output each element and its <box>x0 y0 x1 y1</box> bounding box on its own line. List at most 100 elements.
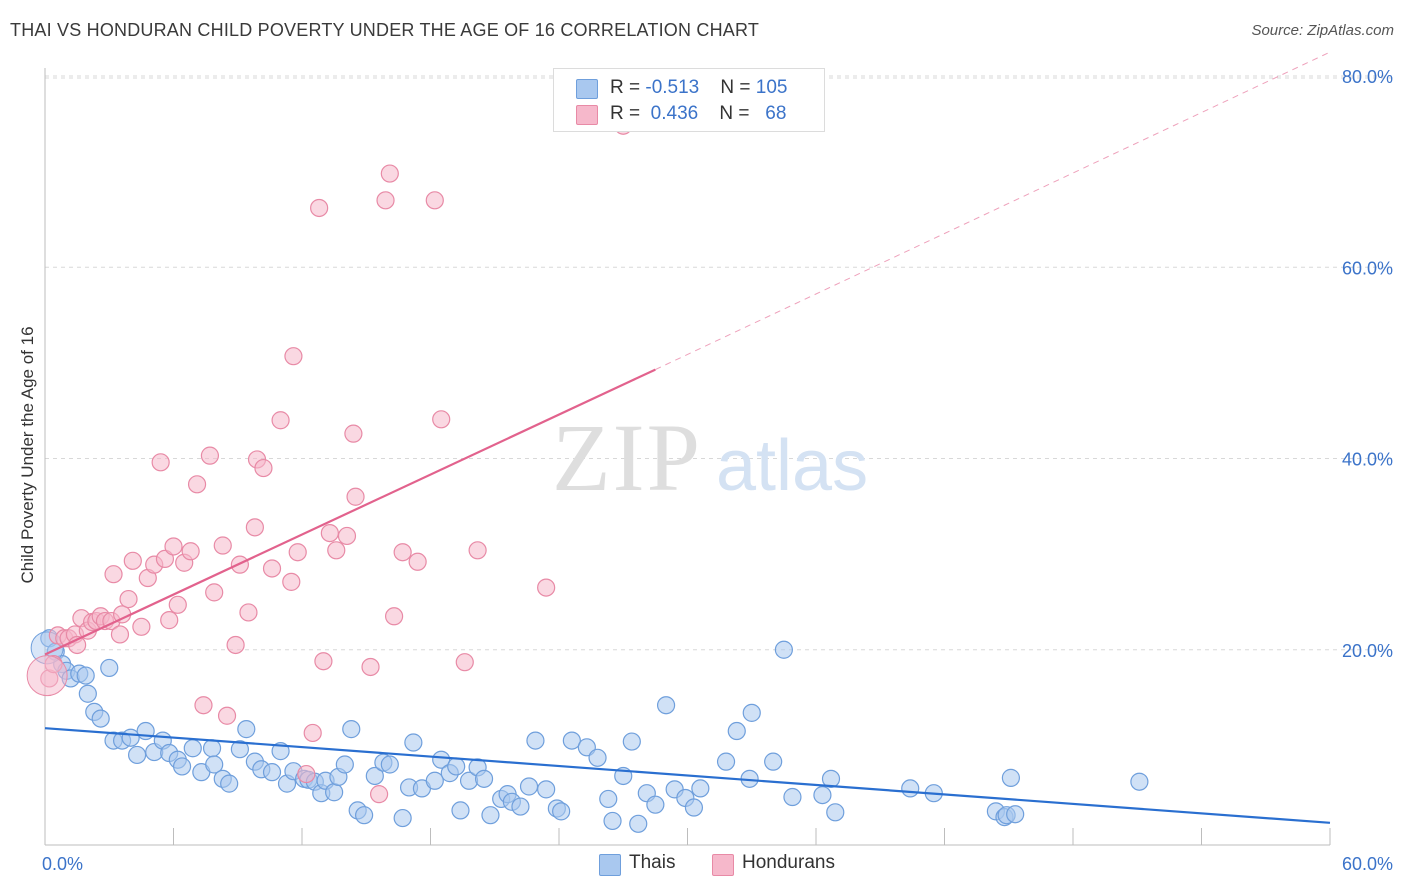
hondurans-point <box>123 551 142 570</box>
n-value: 105 <box>755 77 788 98</box>
thais-point <box>1130 772 1149 791</box>
hondurans-point <box>380 164 399 183</box>
source-label: Source: ZipAtlas.com <box>1251 22 1394 39</box>
hondurans-point <box>393 543 412 562</box>
hondurans-point <box>132 617 151 636</box>
thais-point <box>202 739 222 758</box>
hondurans-point <box>110 625 130 644</box>
hondurans-point <box>213 536 232 555</box>
thais-point <box>230 740 249 759</box>
hondurans-point <box>151 453 170 472</box>
thais-point <box>646 795 665 814</box>
thais-point <box>519 777 539 796</box>
thais-point <box>335 755 354 774</box>
thais-point <box>393 808 412 828</box>
n-value: 68 <box>765 103 787 124</box>
axes <box>44 68 1331 846</box>
r-value: 0.436 <box>650 103 699 124</box>
hondurans-point <box>164 537 183 556</box>
legend-label: Thais <box>629 852 676 873</box>
hondurans-swatch <box>576 105 598 125</box>
thais-point <box>691 779 710 798</box>
thais-point <box>76 666 95 685</box>
n-label: N = <box>719 103 755 124</box>
thais-point <box>764 752 783 771</box>
watermark: ZIP atlas <box>552 404 868 511</box>
r-label: R = <box>610 77 646 98</box>
hondurans-point <box>254 458 273 478</box>
thais-point <box>821 769 841 788</box>
legend-label: Hondurans <box>742 852 835 873</box>
hondurans-point <box>346 487 365 506</box>
r-label: R = <box>610 103 646 124</box>
hondurans-trend-extension <box>655 51 1331 371</box>
hondurans-point <box>194 696 213 715</box>
thais-point <box>622 732 641 751</box>
thais-point <box>365 766 384 786</box>
thais-point <box>451 801 470 820</box>
hondurans-point <box>314 652 333 671</box>
hondurans-point <box>205 583 224 602</box>
thais-point <box>127 745 147 765</box>
hondurans-point <box>344 424 363 443</box>
thais-point <box>262 763 282 782</box>
hondurans-points <box>26 116 633 804</box>
thais-point <box>481 806 500 825</box>
hondurans-point <box>537 578 556 597</box>
hondurans-point <box>297 764 316 784</box>
watermark-atlas: atlas <box>716 426 868 506</box>
thais-point <box>100 658 119 678</box>
thais-point <box>599 789 618 809</box>
hondurans-swatch <box>712 854 734 876</box>
hondurans-point <box>271 411 290 430</box>
x-tick-label: 0.0% <box>42 854 83 874</box>
hondurans-point <box>361 657 380 677</box>
hondurans-point <box>370 785 389 804</box>
chart-title: THAI VS HONDURAN CHILD POVERTY UNDER THE… <box>10 20 760 40</box>
hondurans-point <box>310 198 329 218</box>
y-tick-label: 60.0% <box>1342 258 1393 278</box>
thais-point <box>432 750 451 769</box>
thais-swatch <box>576 79 598 99</box>
thais-point <box>325 783 344 802</box>
hondurans-point <box>376 191 395 210</box>
thais-point <box>562 731 581 750</box>
thais-point <box>603 811 622 831</box>
thais-point <box>826 803 845 822</box>
stats-box: R = -0.513 N = 105 R = 0.436 N = 68 <box>553 68 825 132</box>
hondurans-point <box>262 559 282 578</box>
hondurans-point <box>26 655 68 697</box>
hondurans-point <box>432 410 451 429</box>
watermark-zip: ZIP <box>552 404 702 511</box>
thais-point <box>901 779 920 798</box>
thais-points <box>30 629 1149 833</box>
thais-point <box>774 640 793 659</box>
hondurans-point <box>327 541 346 560</box>
thais-point <box>629 814 648 833</box>
thais-point <box>220 774 239 793</box>
hondurans-trend-line <box>44 368 656 656</box>
thais-swatch <box>599 854 621 876</box>
thais-point <box>813 785 832 805</box>
thais-point <box>727 721 746 741</box>
hondurans-point <box>468 541 487 560</box>
hondurans-point <box>425 191 444 210</box>
hondurans-point <box>284 347 303 366</box>
hondurans-point <box>245 518 264 537</box>
thais-point <box>91 709 110 728</box>
hondurans-point <box>288 543 307 562</box>
thais-point <box>742 703 761 722</box>
thais-point <box>474 769 494 788</box>
thais-point <box>526 731 545 750</box>
hondurans-point <box>104 565 123 584</box>
hondurans-point <box>181 542 200 561</box>
hondurans-point <box>384 607 404 626</box>
y-tick-label: 40.0% <box>1342 450 1393 470</box>
thais-point <box>172 757 192 776</box>
thais-point <box>1001 768 1020 787</box>
thais-point <box>716 752 736 771</box>
thais-point <box>447 757 466 776</box>
thais-trend-line <box>44 727 1331 824</box>
thais-point <box>78 684 97 703</box>
thais-point <box>511 797 530 816</box>
